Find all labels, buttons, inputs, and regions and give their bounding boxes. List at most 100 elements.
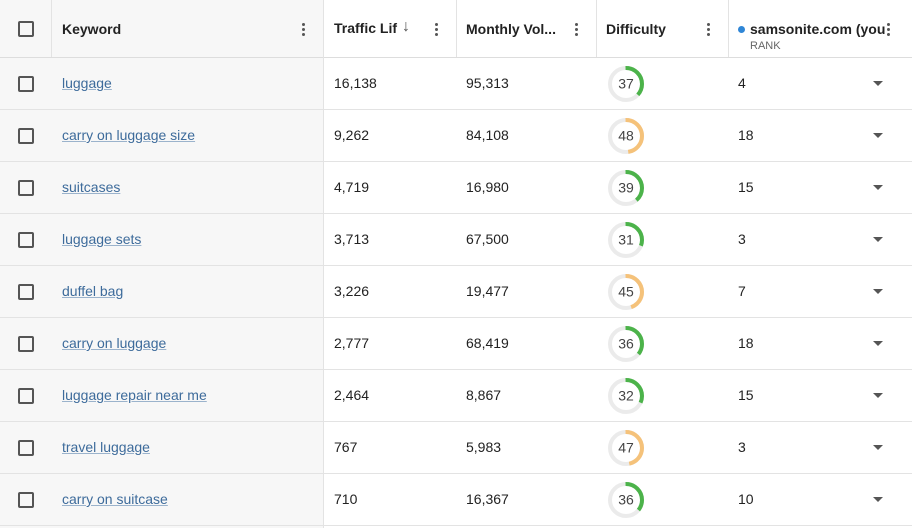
- gauge-arc: [608, 170, 644, 206]
- row-checkbox[interactable]: [18, 232, 34, 248]
- divider: [51, 0, 52, 57]
- difficulty-gauge: 47: [608, 430, 644, 466]
- row-expand[interactable]: [873, 81, 883, 86]
- rank: 7: [738, 283, 746, 299]
- volume: 16,367: [466, 491, 509, 507]
- keyword-link[interactable]: duffel bag: [62, 283, 124, 299]
- row-border: [0, 317, 912, 318]
- keyword-link[interactable]: suitcases: [62, 179, 121, 195]
- traffic: 9,262: [334, 127, 370, 143]
- difficulty-gauge: 39: [608, 170, 644, 206]
- row-expand[interactable]: [873, 497, 883, 502]
- column-header[interactable]: samsonite.com (you: [750, 21, 886, 37]
- volume: 16,980: [466, 179, 509, 195]
- row-checkbox[interactable]: [18, 180, 34, 196]
- row-expand[interactable]: [873, 237, 883, 242]
- traffic: 710: [334, 491, 358, 507]
- column-header[interactable]: Difficulty: [606, 21, 666, 37]
- traffic: 4,719: [334, 179, 370, 195]
- column-menu[interactable]: [302, 23, 305, 38]
- row-border: [0, 421, 912, 422]
- row-expand[interactable]: [873, 393, 883, 398]
- gauge-arc: [608, 378, 644, 414]
- gauge-arc: [608, 482, 644, 518]
- row-border: [0, 525, 912, 526]
- volume: 68,419: [466, 335, 509, 351]
- volume: 84,108: [466, 127, 509, 143]
- difficulty-value: 39: [618, 180, 634, 196]
- rank: 4: [738, 75, 746, 91]
- divider: [323, 0, 324, 528]
- column-menu[interactable]: [575, 23, 578, 38]
- gauge-arc: [608, 274, 644, 310]
- row-expand[interactable]: [873, 289, 883, 294]
- difficulty-value: 37: [618, 76, 634, 92]
- frozen-bg: [0, 0, 323, 528]
- row-expand[interactable]: [873, 445, 883, 450]
- traffic: 3,713: [334, 231, 370, 247]
- traffic: 16,138: [334, 75, 377, 91]
- row-checkbox[interactable]: [18, 440, 34, 456]
- rank: 3: [738, 231, 746, 247]
- row-checkbox[interactable]: [18, 336, 34, 352]
- gauge-arc: [608, 118, 644, 154]
- difficulty-gauge: 37: [608, 66, 644, 102]
- difficulty-value: 48: [618, 128, 634, 144]
- row-border: [0, 213, 912, 214]
- domain-dot: [738, 26, 745, 33]
- keyword-link[interactable]: luggage repair near me: [62, 387, 207, 403]
- volume: 19,477: [466, 283, 509, 299]
- row-checkbox[interactable]: [18, 388, 34, 404]
- gauge-arc: [608, 66, 644, 102]
- header-border: [0, 57, 912, 58]
- row-border: [0, 473, 912, 474]
- rank: 15: [738, 179, 754, 195]
- row-expand[interactable]: [873, 185, 883, 190]
- keyword-link[interactable]: carry on suitcase: [62, 491, 168, 507]
- keyword-link[interactable]: luggage: [62, 75, 112, 91]
- column-menu[interactable]: [435, 23, 438, 38]
- difficulty-gauge: 36: [608, 326, 644, 362]
- column-header[interactable]: Keyword: [62, 21, 122, 37]
- keyword-link[interactable]: luggage sets: [62, 231, 142, 247]
- difficulty-value: 36: [618, 336, 634, 352]
- column-menu[interactable]: [707, 23, 710, 38]
- difficulty-gauge: 48: [608, 118, 644, 154]
- row-checkbox[interactable]: [18, 284, 34, 300]
- select-all-checkbox[interactable]: [18, 21, 34, 37]
- gauge-arc: [608, 326, 644, 362]
- column-menu[interactable]: [887, 23, 890, 38]
- keyword-link[interactable]: carry on luggage size: [62, 127, 196, 143]
- volume: 67,500: [466, 231, 509, 247]
- divider: [728, 0, 729, 57]
- divider: [596, 0, 597, 57]
- difficulty-gauge: 32: [608, 378, 644, 414]
- traffic: 767: [334, 439, 358, 455]
- difficulty-value: 32: [618, 388, 634, 404]
- difficulty-gauge: 45: [608, 274, 644, 310]
- difficulty-value: 45: [618, 284, 634, 300]
- row-checkbox[interactable]: [18, 76, 34, 92]
- traffic: 2,777: [334, 335, 370, 351]
- row-checkbox[interactable]: [18, 492, 34, 508]
- row-border: [0, 265, 912, 266]
- difficulty-value: 47: [618, 440, 634, 456]
- difficulty-gauge: 31: [608, 222, 644, 258]
- row-expand[interactable]: [873, 133, 883, 138]
- volume: 95,313: [466, 75, 509, 91]
- keyword-link[interactable]: carry on luggage: [62, 335, 167, 351]
- divider: [456, 0, 457, 57]
- difficulty-value: 36: [618, 492, 634, 508]
- traffic: 2,464: [334, 387, 370, 403]
- sort-arrow[interactable]: ↓: [402, 18, 410, 35]
- row-border: [0, 369, 912, 370]
- row-checkbox[interactable]: [18, 128, 34, 144]
- difficulty-value: 31: [618, 232, 634, 248]
- column-header[interactable]: Traffic Lif: [334, 20, 398, 36]
- volume: 8,867: [466, 387, 502, 403]
- keyword-link[interactable]: travel luggage: [62, 439, 150, 455]
- rank: 15: [738, 387, 754, 403]
- row-expand[interactable]: [873, 341, 883, 346]
- column-header[interactable]: Monthly Vol...: [466, 21, 556, 37]
